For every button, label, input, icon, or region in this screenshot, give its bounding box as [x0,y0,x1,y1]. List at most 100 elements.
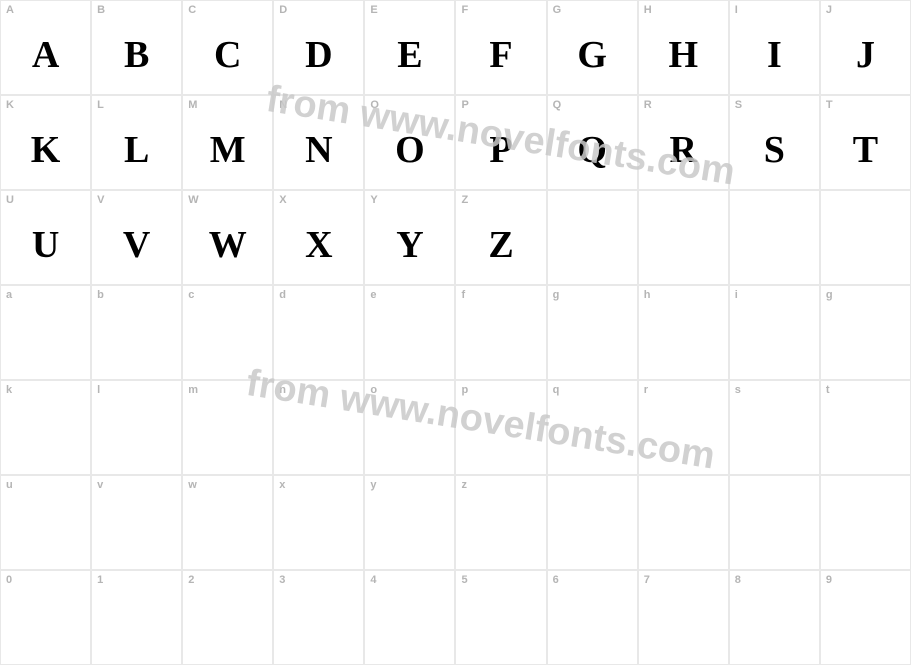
cell-glyph: Y [396,223,423,267]
charmap-cell[interactable]: XX [273,190,364,285]
charmap-cell[interactable]: YY [364,190,455,285]
cell-key-label: y [370,479,376,491]
charmap-cell[interactable]: x [273,475,364,570]
charmap-cell[interactable]: BB [91,0,182,95]
cell-glyph: F [489,33,512,77]
charmap-cell[interactable]: 6 [547,570,638,665]
cell-key-label: 7 [644,574,650,586]
charmap-cell[interactable]: a [0,285,91,380]
charmap-cell[interactable]: v [91,475,182,570]
cell-glyph: H [668,33,698,77]
charmap-cell[interactable]: c [182,285,273,380]
charmap-cell[interactable]: KK [0,95,91,190]
cell-glyph: T [853,128,878,172]
charmap-cell[interactable]: VV [91,190,182,285]
cell-key-label: a [6,289,12,301]
charmap-cell[interactable]: y [364,475,455,570]
charmap-cell[interactable]: ZZ [455,190,546,285]
charmap-cell[interactable]: EE [364,0,455,95]
charmap-cell[interactable]: w [182,475,273,570]
charmap-cell[interactable]: MM [182,95,273,190]
charmap-cell[interactable]: p [455,380,546,475]
charmap-cell[interactable] [729,475,820,570]
charmap-cell[interactable]: TT [820,95,911,190]
cell-key-label: I [735,4,738,16]
cell-glyph: B [124,33,149,77]
cell-key-label: h [644,289,651,301]
charmap-cell[interactable] [547,190,638,285]
charmap-cell[interactable]: FF [455,0,546,95]
charmap-cell[interactable]: GG [547,0,638,95]
charmap-cell[interactable]: n [273,380,364,475]
charmap-cell[interactable]: r [638,380,729,475]
charmap-cell[interactable]: i [729,285,820,380]
charmap-cell[interactable]: f [455,285,546,380]
charmap-cell[interactable] [820,475,911,570]
charmap-cell[interactable]: g [547,285,638,380]
cell-glyph: J [856,33,875,77]
charmap-cell[interactable] [729,190,820,285]
charmap-cell[interactable]: 7 [638,570,729,665]
charmap-cell[interactable]: l [91,380,182,475]
charmap-cell[interactable] [820,190,911,285]
cell-key-label: i [735,289,738,301]
charmap-cell[interactable]: g [820,285,911,380]
cell-key-label: C [188,4,196,16]
charmap-cell[interactable]: k [0,380,91,475]
charmap-cell[interactable]: m [182,380,273,475]
cell-key-label: w [188,479,197,491]
charmap-cell[interactable] [638,190,729,285]
charmap-cell[interactable]: RR [638,95,729,190]
charmap-cell[interactable]: 9 [820,570,911,665]
charmap-cell[interactable] [638,475,729,570]
cell-key-label: W [188,194,198,206]
cell-key-label: n [279,384,286,396]
charmap-cell[interactable]: UU [0,190,91,285]
charmap-cell[interactable]: II [729,0,820,95]
charmap-cell[interactable]: WW [182,190,273,285]
cell-key-label: 9 [826,574,832,586]
cell-key-label: v [97,479,103,491]
charmap-cell[interactable]: SS [729,95,820,190]
charmap-cell[interactable]: s [729,380,820,475]
charmap-cell[interactable]: d [273,285,364,380]
cell-glyph: X [305,223,332,267]
charmap-cell[interactable]: CC [182,0,273,95]
cell-glyph: U [32,223,59,267]
charmap-cell[interactable]: h [638,285,729,380]
charmap-cell[interactable]: LL [91,95,182,190]
charmap-cell[interactable]: 4 [364,570,455,665]
character-map-grid: AABBCCDDEEFFGGHHIIJJKKLLMMNNOOPPQQRRSSTT… [0,0,911,665]
cell-glyph: Q [577,128,607,172]
charmap-cell[interactable]: e [364,285,455,380]
charmap-cell[interactable]: HH [638,0,729,95]
charmap-cell[interactable]: 8 [729,570,820,665]
cell-key-label: M [188,99,197,111]
charmap-cell[interactable]: z [455,475,546,570]
charmap-cell[interactable]: 0 [0,570,91,665]
charmap-cell[interactable]: 1 [91,570,182,665]
charmap-cell[interactable]: 2 [182,570,273,665]
cell-key-label: Z [461,194,468,206]
charmap-cell[interactable]: t [820,380,911,475]
cell-key-label: e [370,289,376,301]
charmap-cell[interactable]: b [91,285,182,380]
charmap-cell[interactable]: QQ [547,95,638,190]
charmap-cell[interactable]: AA [0,0,91,95]
charmap-cell[interactable]: 5 [455,570,546,665]
charmap-cell[interactable]: q [547,380,638,475]
charmap-cell[interactable]: OO [364,95,455,190]
charmap-cell[interactable]: u [0,475,91,570]
cell-key-label: 1 [97,574,103,586]
charmap-cell[interactable]: DD [273,0,364,95]
charmap-cell[interactable]: JJ [820,0,911,95]
cell-key-label: D [279,4,287,16]
charmap-cell[interactable]: PP [455,95,546,190]
charmap-cell[interactable] [547,475,638,570]
charmap-cell[interactable]: 3 [273,570,364,665]
cell-key-label: s [735,384,741,396]
charmap-cell[interactable]: NN [273,95,364,190]
charmap-cell[interactable]: o [364,380,455,475]
cell-key-label: f [461,289,465,301]
cell-key-label: t [826,384,830,396]
